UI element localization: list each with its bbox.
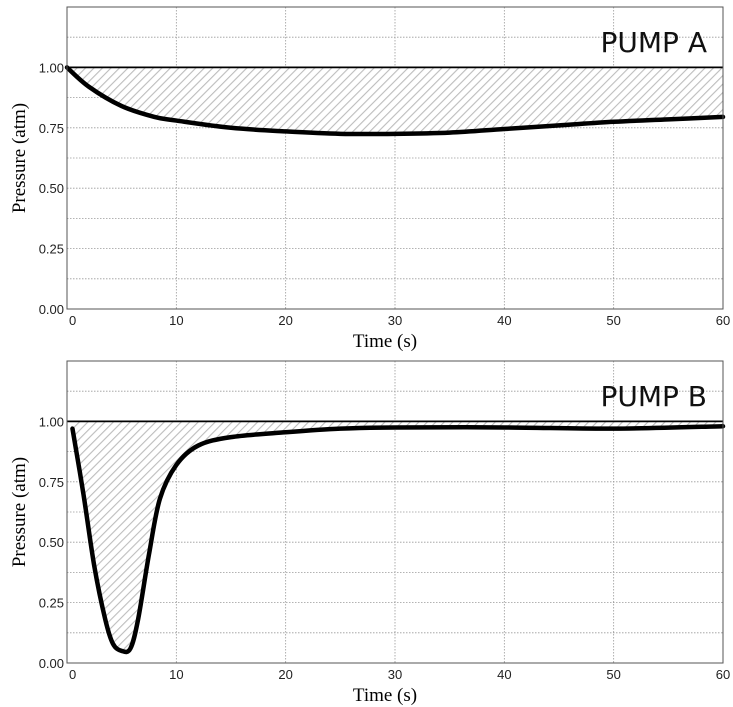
- pump-b-x-tick-label: 20: [278, 667, 292, 682]
- pump-a-y-axis-title: Pressure (atm): [9, 103, 30, 213]
- pump-a-pressure-line: [64, 65, 726, 137]
- pump-a-y-tick-label: 0.75: [39, 121, 64, 136]
- pump-b-x-tick-label: 50: [606, 667, 620, 682]
- pump-b-shaded-area: [72, 421, 723, 652]
- pump-b-y-tick-label: 1.00: [39, 414, 64, 429]
- pump-a-x-tick-label: 50: [606, 313, 620, 328]
- pump-a-title: PUMP A: [601, 26, 707, 59]
- pump-b-x-tick-label: 40: [497, 667, 511, 682]
- pump-b-y-tick-label: 0.50: [39, 535, 64, 550]
- pump-b-x-tick-label: 10: [169, 667, 183, 682]
- pump-b-y-tick-label: 0.75: [39, 475, 64, 490]
- pump-a-x-tick-label: 0: [69, 313, 76, 328]
- pump-a-y-tick-label: 0.25: [39, 242, 64, 257]
- pump-a-x-tick-label: 60: [716, 313, 730, 328]
- pump-a-x-tick-label: 30: [388, 313, 402, 328]
- pump-b-plot-frame: [66, 360, 724, 664]
- pump-b-y-tick-label: 0.25: [39, 596, 64, 611]
- pump-a-x-tick-label: 40: [497, 313, 511, 328]
- pump-b-pressure-line: [70, 423, 726, 655]
- pump-b-x-tick-label: 0: [69, 667, 76, 682]
- pump-b-y-axis-title: Pressure (atm): [9, 457, 30, 567]
- pump-a-plot-frame: [66, 6, 724, 310]
- pump-b-y-tick-label: 0.00: [39, 656, 64, 671]
- pump-a-x-axis-title: Time (s): [353, 331, 417, 352]
- pump-a-y-tick-label: 1.00: [39, 60, 64, 75]
- pump-a-y-tick-label: 0.00: [39, 302, 64, 317]
- pump-b-grid: [67, 361, 723, 663]
- pump-b-x-tick-label: 60: [716, 667, 730, 682]
- pump-a-x-tick-label: 10: [169, 313, 183, 328]
- pump-b-title: PUMP B: [600, 380, 707, 413]
- pump-b-panel: 0 10 20 30 40 50 60 0.00 0.25 0.50 0.75 1.00 PUMP B…: [9, 360, 731, 706]
- pump-b-tick-labels: 0 10 20 30 40 50 60 0.00 0.25 0.50 0.75 1.00: [39, 414, 731, 682]
- pump-a-panel: 0 10 20 30 40 50 60 0.00 0.25 0.50 0.75 1.00 PUMP A…: [9, 6, 731, 352]
- pump-a-tick-labels: 0 10 20 30 40 50 60 0.00 0.25 0.50 0.75 1.00: [39, 60, 731, 328]
- pump-b-x-tick-label: 30: [388, 667, 402, 682]
- pump-a-y-tick-label: 0.50: [39, 181, 64, 196]
- pump-a-shaded-area: [67, 67, 723, 135]
- pump-a-x-tick-label: 20: [278, 313, 292, 328]
- pump-b-x-axis-title: Time (s): [353, 685, 417, 706]
